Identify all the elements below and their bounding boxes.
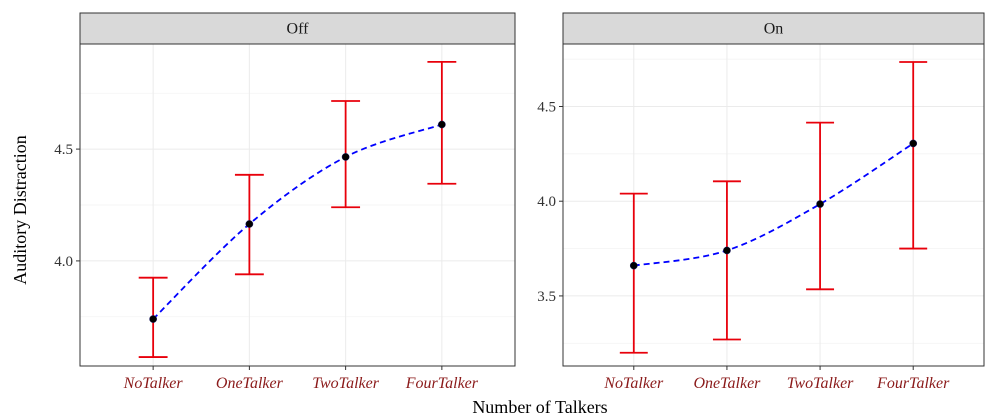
- strip-label: Off: [287, 21, 310, 38]
- x-tick-label: OneTalker: [216, 375, 284, 392]
- error-bar: [619, 192, 648, 354]
- y-tick-label: 4.5: [537, 100, 556, 116]
- mean-point: [629, 261, 638, 270]
- plot-background: [563, 44, 984, 366]
- mean-trend-line: [152, 123, 443, 320]
- x-tick-label: FourTalker: [876, 375, 950, 392]
- x-tick-label: TwoTalker: [312, 375, 379, 392]
- error-bar: [712, 180, 741, 341]
- x-axis-title: Number of Talkers: [472, 397, 607, 417]
- mean-point: [816, 200, 824, 208]
- x-tick-label: TwoTalker: [787, 375, 854, 392]
- strip-background: [79, 12, 516, 45]
- mean-point: [245, 220, 254, 228]
- mean-point: [438, 120, 446, 129]
- x-tick-label: OneTalker: [693, 375, 761, 392]
- mean-point: [341, 153, 350, 161]
- x-tick-label: NoTalker: [603, 375, 664, 392]
- error-bar: [899, 61, 928, 250]
- y-tick-label: 4.0: [537, 194, 556, 210]
- mean-point: [909, 139, 918, 148]
- strip-background: [562, 12, 985, 45]
- y-tick-label: 3.5: [537, 289, 556, 305]
- y-tick-label: 4.5: [54, 142, 73, 158]
- x-tick-label: NoTalker: [123, 375, 184, 392]
- mean-point: [149, 315, 157, 323]
- strip-label: On: [764, 21, 784, 38]
- panel-off: Off 4.0 4.5 NoTalker OneTalker TwoTalker FourT…: [54, 12, 516, 392]
- y-axis-title: Auditory Distraction: [10, 135, 30, 284]
- mean-trend-line: [633, 142, 914, 267]
- y-tick-label: 4.0: [54, 254, 73, 270]
- panel-on: On 3.5 4.0 4.5 NoTalker OneTalker TwoTalker Fou…: [537, 12, 985, 392]
- x-tick-label: FourTalker: [405, 375, 479, 392]
- mean-point: [723, 246, 731, 255]
